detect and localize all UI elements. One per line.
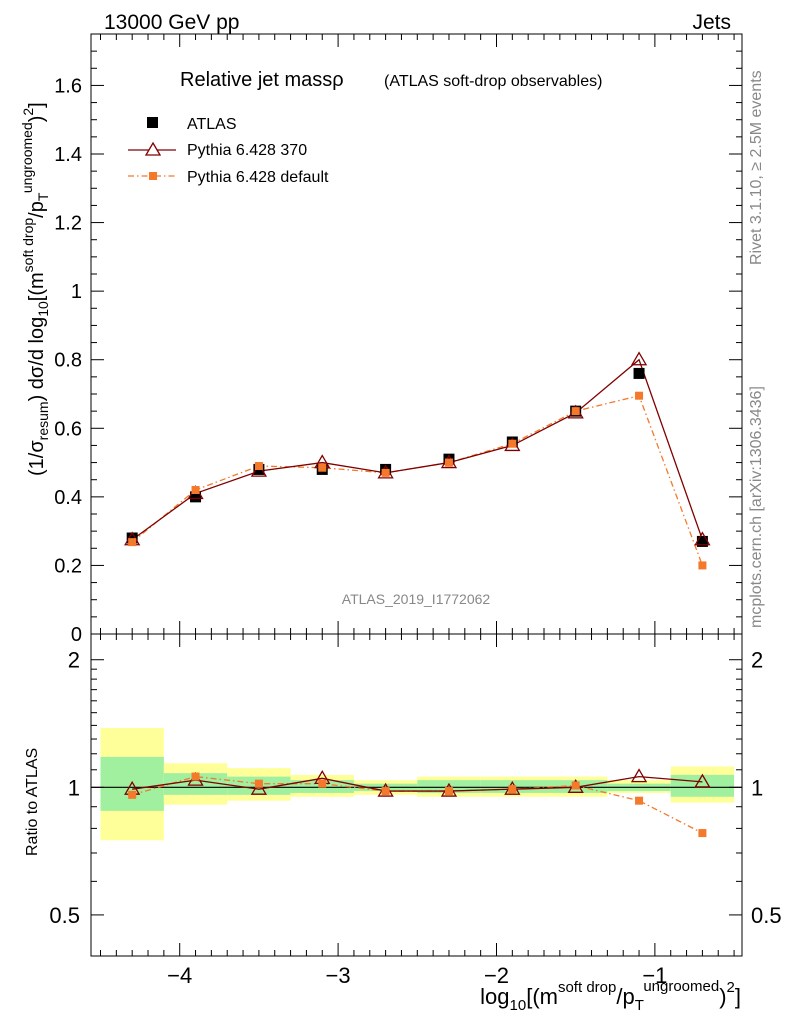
pythia370-line — [131, 358, 704, 541]
rivet-version-label: Rivet 3.1.10, ≥ 2.5M events — [748, 70, 765, 265]
x-tick-label: −3 — [326, 963, 351, 988]
pythia-default-point — [698, 561, 707, 570]
legend: ATLAS Pythia 6.428 370 Pythia 6.428 defa… — [128, 116, 329, 186]
ratio-y-tick-label: 1 — [68, 775, 80, 800]
ratio-y-tick-label: 0.5 — [49, 903, 80, 928]
pythia370-point — [630, 351, 648, 366]
atlas-point — [696, 535, 708, 547]
ratio-y-tick-label-right: 0.5 — [751, 903, 782, 928]
main-y-tick-label: 1.6 — [54, 75, 82, 97]
pythia-default-point — [571, 407, 580, 416]
atlas-point — [633, 367, 645, 379]
legend-atlas-label: ATLAS — [187, 116, 237, 133]
ratio-band-green — [670, 774, 735, 797]
ratio-pythia-default-point — [635, 796, 644, 805]
ratio-pythia-default-point — [571, 781, 580, 790]
ratio-y-tick-label-right: 1 — [751, 775, 763, 800]
main-title: Relative jet massρ — [180, 69, 344, 91]
ratio-pythia-default-point — [318, 779, 327, 788]
x-tick-label: −4 — [167, 963, 192, 988]
ratio-y-tick-label: 2 — [68, 648, 80, 673]
main-y-tick-label: 0 — [71, 624, 82, 646]
ratio-uncertainty-bands — [91, 728, 742, 841]
main-subtitle: (ATLAS soft-drop observables) — [384, 73, 602, 90]
main-y-tick-label: 0.6 — [54, 418, 82, 440]
ratio-pythia-default-point — [381, 787, 390, 796]
main-axis-ticks: 0 0.2 0.4 0.6 0.8 1 1.2 1.4 1.6 — [54, 33, 742, 646]
main-y-tick-label: 1 — [71, 281, 82, 303]
main-series-group — [124, 351, 711, 570]
pythia-default-point — [191, 486, 200, 494]
mcplots-label: mcplots.cern.ch [arXiv:1306.3436] — [748, 386, 765, 628]
legend-pythia-default-marker — [149, 172, 157, 180]
pythia-default-point — [444, 458, 453, 467]
legend-atlas-marker — [147, 117, 158, 128]
pythia-default-point — [128, 538, 137, 547]
main-y-tick-label: 0.4 — [54, 487, 82, 509]
x-tick-label: −2 — [484, 963, 509, 988]
main-plot-panel: 0 0.2 0.4 0.6 0.8 1 1.2 1.4 1.6 Relative jet mas… — [19, 33, 743, 646]
atlas-point — [126, 532, 138, 544]
legend-pythia370-marker — [144, 141, 162, 156]
ratio-pythia370-point — [630, 768, 648, 783]
pythia-default-line — [131, 394, 704, 566]
pythia-default-point — [381, 468, 390, 477]
main-y-tick-label: 1.2 — [54, 213, 82, 235]
ratio-pythia-default-point — [128, 790, 137, 799]
pythia-default-point — [318, 463, 327, 472]
pythia-default-point — [635, 391, 644, 400]
pythia370-point — [694, 531, 711, 546]
header-energy-label: 13000 GeV pp — [104, 11, 239, 34]
ratio-pythia370-point — [694, 773, 711, 788]
pythia-default-point — [254, 462, 263, 470]
main-y-axis-label: (1/σresum) dσ/d log10[(msoft drop/pTungr… — [19, 102, 51, 476]
ratio-pythia-default-point — [508, 785, 517, 794]
ratio-pythia370-point — [250, 780, 268, 795]
atlas-point — [190, 491, 202, 503]
ratio-pythia-default-point — [444, 787, 453, 796]
main-y-tick-label: 0.2 — [54, 555, 82, 577]
ratio-series-group — [124, 768, 711, 838]
ratio-band-green — [100, 756, 164, 811]
legend-pythia370-label: Pythia 6.428 370 — [187, 142, 307, 159]
pythia-default-point — [508, 439, 517, 448]
header-process-label: Jets — [692, 11, 731, 34]
ratio-y-axis-label: Ratio to ATLAS — [24, 748, 41, 856]
ratio-plot-frame — [90, 633, 743, 957]
ratio-axis-ticks: 0.5 0.5 1 1 2 2 −4 −3 −2 −1 — [49, 634, 782, 988]
ratio-plot-panel: 0.5 0.5 1 1 2 2 −4 −3 −2 −1 Ratio to ATLAS log10[… — [24, 633, 782, 1014]
analysis-id-label: ATLAS_2019_I1772062 — [342, 591, 491, 607]
pythia370-point — [250, 462, 268, 477]
ratio-pythia370-line — [132, 775, 703, 792]
main-y-tick-label: 1.4 — [54, 144, 82, 166]
ratio-pythia-default-point — [254, 779, 263, 788]
ratio-y-tick-label-right: 2 — [751, 648, 763, 673]
main-y-tick-label: 0.8 — [54, 350, 82, 372]
x-axis-label: log10[(msoft drop/pTungroomed)2] — [480, 978, 741, 1014]
legend-pythia-default-label: Pythia 6.428 default — [187, 169, 329, 186]
ratio-pythia-default-point — [191, 772, 200, 781]
ratio-band-green — [417, 780, 481, 793]
ratio-pythia-default-point — [698, 829, 707, 838]
x-tick-label: −1 — [642, 963, 667, 988]
